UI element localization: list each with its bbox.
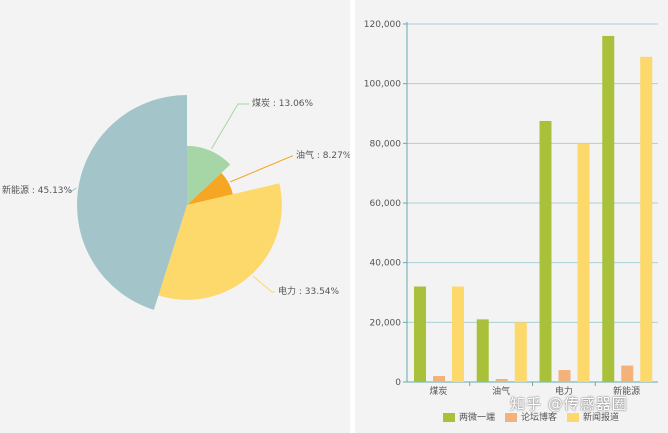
pie-label-0: 煤炭 : 13.06% <box>252 97 314 109</box>
y-tick-label-4: 80,000 <box>370 139 402 149</box>
bar-0-1[interactable] <box>476 319 489 382</box>
y-tick-label-6: 120,000 <box>364 20 401 30</box>
grouped-bar-chart: 0 20,000 40,000 60,000 80,000 100,000 120,000 煤… <box>364 20 658 423</box>
pie-leader-line-1 <box>230 155 293 183</box>
y-tick-label-5: 100,000 <box>364 80 401 90</box>
pie-slice-2[interactable] <box>158 183 282 300</box>
bar-2-2[interactable] <box>577 143 590 382</box>
bar-1-1[interactable] <box>495 379 508 382</box>
pie-chart-panel: 煤炭 : 13.06% 油气 : 8.27% 电力 : 33.54% 新能源 : 45… <box>2 95 350 310</box>
pie-slice-3[interactable] <box>77 95 187 310</box>
pie-leader-line-0 <box>210 103 249 150</box>
x-tick-label-3: 新能源 <box>613 385 640 397</box>
bar-1-3[interactable] <box>621 365 634 382</box>
watermark-text: 知乎 @传感器圈 <box>510 395 628 413</box>
pie-leader-line-2 <box>252 275 275 293</box>
pie-label-3: 新能源 : 45.13% <box>2 184 73 196</box>
bar-2-1[interactable] <box>514 322 527 382</box>
bar-0-0[interactable] <box>414 286 426 382</box>
y-tick-label-0: 0 <box>395 378 401 388</box>
bar-2-0[interactable] <box>452 286 464 382</box>
pie-slice-1[interactable] <box>187 172 233 205</box>
bar-1-2[interactable] <box>558 370 571 382</box>
legend-swatch-2[interactable] <box>567 413 579 422</box>
bar-2-3[interactable] <box>640 56 653 383</box>
rose-pie-chart: 煤炭 : 13.06% 油气 : 8.27% 电力 : 33.54% 新能源 : 45… <box>2 95 350 310</box>
legend-label-1[interactable]: 论坛博客 <box>521 411 557 423</box>
bar-1-0[interactable] <box>433 376 445 382</box>
y-tick-label-1: 20,000 <box>370 318 402 328</box>
legend-label-0[interactable]: 两微一端 <box>459 411 495 423</box>
pie-label-1: 油气 : 8.27% <box>296 149 350 161</box>
pie-leader-line-3 <box>70 187 77 192</box>
pie-label-2: 电力 : 33.54% <box>278 285 340 297</box>
bar-0-2[interactable] <box>539 120 552 382</box>
y-tick-label-3: 60,000 <box>370 199 402 209</box>
y-tick-label-2: 40,000 <box>370 259 402 269</box>
panel-divider <box>350 0 355 433</box>
legend-swatch-1[interactable] <box>505 413 517 422</box>
legend-swatch-0[interactable] <box>443 413 455 422</box>
bar-0-3[interactable] <box>602 35 615 382</box>
x-tick-label-2: 电力 <box>555 385 573 397</box>
pie-slice-0[interactable] <box>187 145 231 205</box>
legend-label-2[interactable]: 新闻报道 <box>583 411 619 423</box>
x-tick-label-0: 煤炭 <box>429 385 447 397</box>
x-tick-label-1: 油气 <box>492 385 510 397</box>
bar-chart-panel: 0 20,000 40,000 60,000 80,000 100,000 120,000 煤… <box>355 0 668 433</box>
